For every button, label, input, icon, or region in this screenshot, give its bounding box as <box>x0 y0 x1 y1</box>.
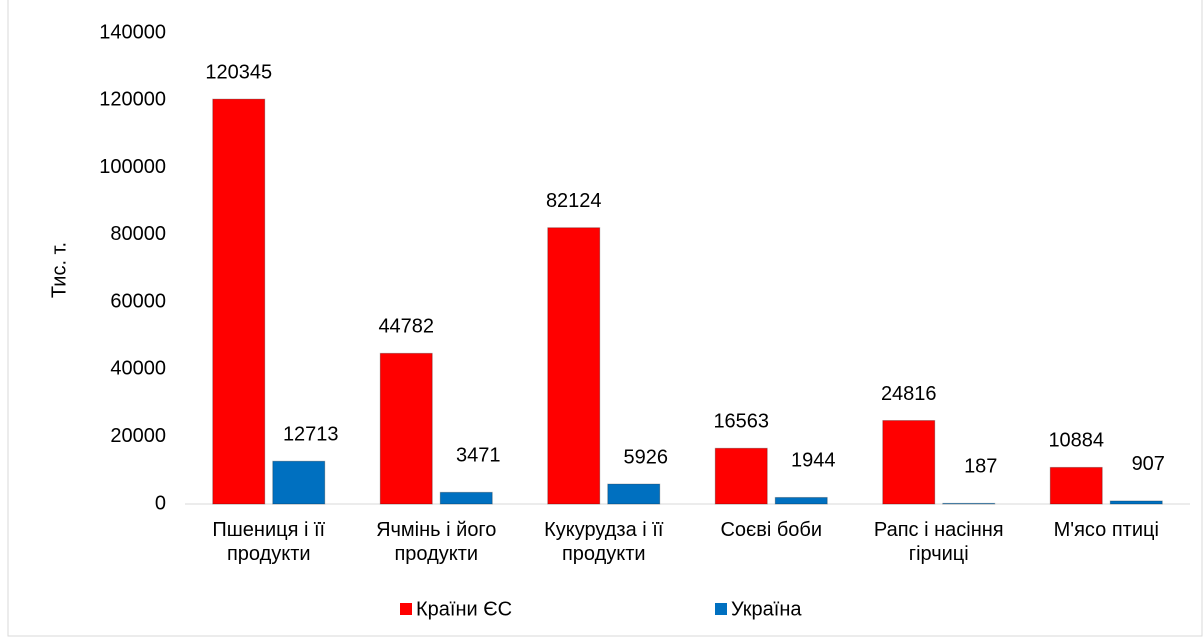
y-tick-label: 120000 <box>99 89 166 111</box>
legend-label: Країни ЄС <box>416 598 512 620</box>
data-label: 3471 <box>456 445 501 467</box>
bar <box>212 98 266 505</box>
x-tick-label: Соєві боби <box>720 519 823 541</box>
bar <box>272 460 326 505</box>
bar <box>547 227 601 505</box>
y-tick-label: 100000 <box>99 156 166 178</box>
x-tick-label: Рапс і насіння гірчиці <box>873 519 1004 565</box>
data-label: 187 <box>964 456 997 478</box>
legend-swatch <box>400 603 412 615</box>
x-tick-label: М'ясо птиці <box>1053 519 1159 541</box>
bar <box>942 502 996 505</box>
y-tick-label: 40000 <box>110 358 166 380</box>
y-tick-label: 80000 <box>110 223 166 245</box>
legend-label: Україна <box>731 598 802 620</box>
y-axis-title: Тис. т. <box>48 242 70 298</box>
data-label: 5926 <box>624 446 669 468</box>
bar <box>714 447 768 505</box>
data-label: 10884 <box>1048 430 1104 452</box>
y-tick-label: 0 <box>155 492 166 514</box>
x-tick-label: Пшениця і її продукти <box>212 519 326 565</box>
chart-border <box>7 0 1203 637</box>
bar <box>439 491 493 505</box>
data-label: 16563 <box>713 411 769 433</box>
y-tick-label: 20000 <box>110 425 166 447</box>
data-label: 1944 <box>791 450 836 472</box>
bar <box>774 496 828 505</box>
x-tick-label: Ячмінь і його продукти <box>376 519 497 565</box>
bar <box>1049 466 1103 505</box>
data-label: 24816 <box>881 383 937 405</box>
data-label: 82124 <box>546 190 602 212</box>
x-tick-label: Кукурудза і її продукти <box>544 519 664 565</box>
bar <box>1109 500 1163 505</box>
legend-swatch <box>715 603 727 615</box>
data-label: 44782 <box>378 316 434 338</box>
bar <box>607 483 661 505</box>
bar <box>379 352 433 505</box>
y-tick-label: 60000 <box>110 290 166 312</box>
bar <box>882 420 936 505</box>
data-label: 12713 <box>283 424 339 446</box>
data-label: 907 <box>1132 453 1165 475</box>
y-tick-label: 140000 <box>99 21 166 43</box>
data-label: 120345 <box>205 61 272 83</box>
